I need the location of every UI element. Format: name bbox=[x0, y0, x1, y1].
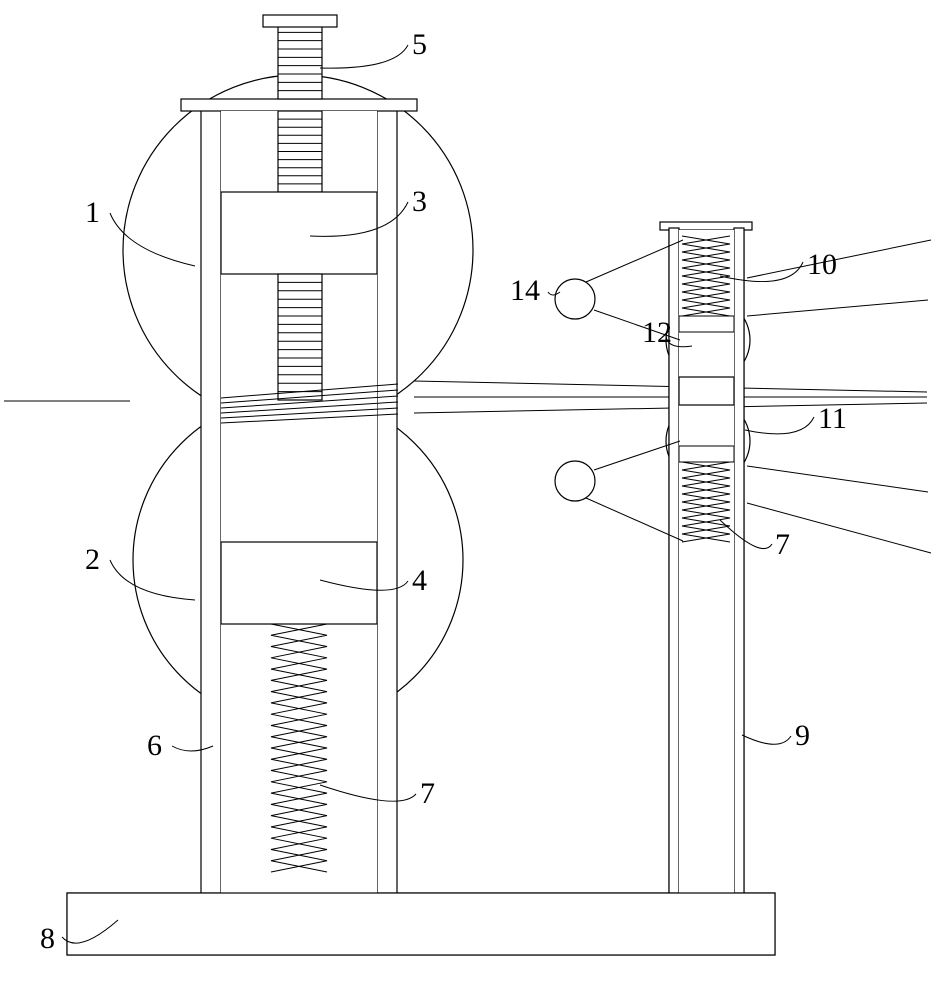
callout-10: 10 bbox=[807, 248, 837, 281]
diagram-svg: 123456789101112147 bbox=[0, 0, 937, 1000]
main-frame-left bbox=[201, 106, 221, 893]
callout-7: 7 bbox=[420, 777, 435, 810]
main-frame-top-cap bbox=[181, 99, 417, 111]
lower-slider-block bbox=[221, 542, 377, 624]
callout-14: 14 bbox=[510, 274, 540, 307]
callout-5: 5 bbox=[412, 28, 427, 61]
callout-7b: 7 bbox=[775, 528, 790, 561]
callout-11: 11 bbox=[818, 402, 847, 435]
callout-9: 9 bbox=[795, 719, 810, 752]
callout-3: 3 bbox=[412, 185, 427, 218]
callout-1: 1 bbox=[85, 196, 100, 229]
callout-2: 2 bbox=[85, 543, 100, 576]
callout-6: 6 bbox=[147, 729, 162, 762]
diagram-stage: 123456789101112147 bbox=[0, 0, 937, 1000]
callout-4: 4 bbox=[412, 564, 427, 597]
callout-12: 12 bbox=[642, 316, 672, 349]
callout-8: 8 bbox=[40, 922, 55, 955]
upper-slider-block bbox=[221, 192, 377, 274]
